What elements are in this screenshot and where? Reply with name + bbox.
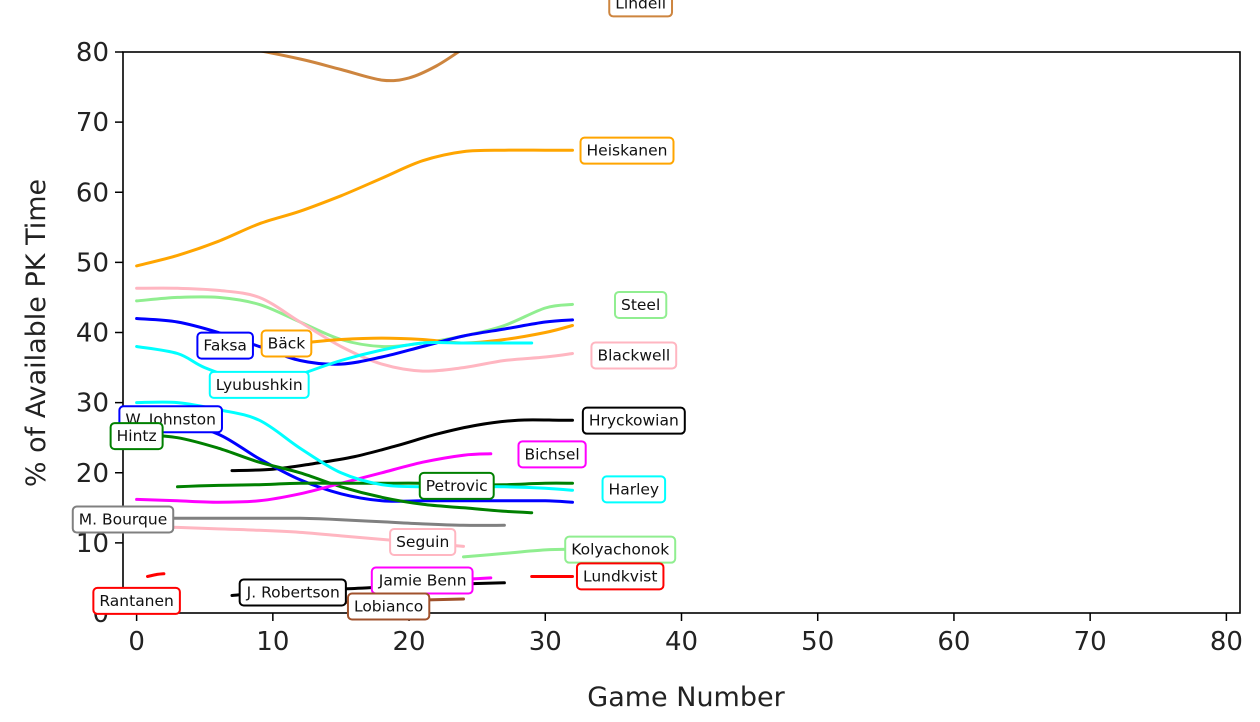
series-label-box-lundkvist bbox=[575, 562, 665, 591]
series-label-box-petrovic bbox=[418, 471, 495, 500]
series-label-box-lyubushkin bbox=[208, 370, 310, 399]
series-label-heiskanen: Heiskanen bbox=[579, 136, 675, 165]
series-label-text-jamie-benn: Jamie Benn bbox=[378, 572, 467, 590]
series-label-box-faksa bbox=[196, 331, 254, 360]
x-tick-label-80: 80 bbox=[1210, 627, 1243, 657]
series-label-box-j-robertson bbox=[238, 578, 347, 607]
series-label-text-harley: Harley bbox=[609, 480, 660, 498]
series-label-steel: Steel bbox=[613, 290, 668, 319]
series-line-heiskanen bbox=[135, 148, 574, 268]
x-tick-label-70: 70 bbox=[1074, 627, 1107, 657]
y-axis-title: % of Available PK Time bbox=[21, 179, 52, 487]
series-line-m-bourque bbox=[135, 516, 506, 527]
axis-ticks: 0102030405060708001020304050607080 bbox=[76, 38, 1243, 657]
series-label-box-seguin bbox=[389, 527, 457, 556]
series-label-box-hryckowian bbox=[581, 406, 686, 435]
series-label-harley: Harley bbox=[601, 475, 667, 504]
series-label-faksa: Faksa bbox=[196, 331, 254, 360]
y-tick-label-20: 20 bbox=[76, 459, 109, 489]
series-label-text-lobianco: Lobianco bbox=[354, 597, 423, 615]
series-label-rantanen: Rantanen bbox=[92, 586, 181, 615]
series-label-box-lindell bbox=[608, 0, 674, 18]
series-label-text-faksa: Faksa bbox=[203, 337, 247, 355]
series-label-hintz: Hintz bbox=[109, 422, 164, 451]
series-label-j-robertson: J. Robertson bbox=[238, 578, 347, 607]
series-lines bbox=[135, 52, 574, 604]
series-line-faksa bbox=[135, 317, 574, 366]
series-label-bichsel: Bichsel bbox=[517, 440, 587, 469]
series-line-lyubushkin bbox=[135, 341, 534, 387]
series-label-text-hryckowian: Hryckowian bbox=[589, 412, 679, 430]
y-tick-label-30: 30 bbox=[76, 389, 109, 419]
series-label-box-heiskanen bbox=[579, 136, 675, 165]
x-tick-label-20: 20 bbox=[393, 627, 426, 657]
series-label-text-heiskanen: Heiskanen bbox=[587, 142, 668, 160]
series-line-kolyachonok bbox=[462, 547, 574, 559]
series-label-text-kolyachonok: Kolyachonok bbox=[571, 541, 669, 559]
series-line-hryckowian bbox=[230, 418, 574, 473]
series-label-text-steel: Steel bbox=[621, 296, 660, 314]
series-label-seguin: Seguin bbox=[389, 527, 457, 556]
y-tick-label-80: 80 bbox=[76, 38, 109, 68]
series-label-lundkvist: Lundkvist bbox=[575, 562, 665, 591]
series-label-box-steel bbox=[613, 290, 668, 319]
series-label-text-back: Bäck bbox=[268, 335, 306, 353]
series-label-text-rantanen: Rantanen bbox=[99, 592, 174, 610]
series-label-box-hintz bbox=[109, 422, 164, 451]
series-label-lobianco: Lobianco bbox=[346, 592, 431, 621]
series-label-text-lundkvist: Lundkvist bbox=[583, 567, 657, 585]
series-label-text-blackwell: Blackwell bbox=[597, 346, 670, 364]
x-tick-label-60: 60 bbox=[937, 627, 970, 657]
series-label-lyubushkin: Lyubushkin bbox=[208, 370, 310, 399]
series-label-back: Bäck bbox=[260, 329, 313, 358]
series-line-bichsel bbox=[135, 452, 493, 504]
series-label-box-m-bourque bbox=[71, 505, 175, 534]
series-label-kolyachonok: Kolyachonok bbox=[564, 535, 677, 564]
series-label-text-m-bourque: M. Bourque bbox=[79, 511, 167, 529]
series-label-box-lobianco bbox=[346, 592, 431, 621]
series-label-hryckowian: Hryckowian bbox=[581, 406, 686, 435]
series-line-hintz bbox=[135, 432, 534, 515]
series-label-text-hintz: Hintz bbox=[117, 427, 157, 445]
series-line-steel bbox=[135, 295, 574, 349]
series-label-text-bichsel: Bichsel bbox=[524, 445, 579, 463]
y-tick-label-40: 40 bbox=[76, 319, 109, 349]
x-tick-label-50: 50 bbox=[801, 627, 834, 657]
series-labels: Lindell Heiskanen Steel Blackwell Bäck Faksa L… bbox=[71, 0, 686, 621]
series-label-text-petrovic: Petrovic bbox=[426, 477, 488, 495]
x-tick-label-40: 40 bbox=[665, 627, 698, 657]
series-label-petrovic: Petrovic bbox=[418, 471, 495, 500]
series-label-text-j-robertson: J. Robertson bbox=[246, 583, 340, 601]
series-label-box-bichsel bbox=[517, 440, 587, 469]
x-tick-label-10: 10 bbox=[256, 627, 289, 657]
y-tick-label-60: 60 bbox=[76, 178, 109, 208]
x-tick-label-30: 30 bbox=[529, 627, 562, 657]
series-label-box-blackwell bbox=[590, 341, 678, 370]
series-label-box-back bbox=[260, 329, 313, 358]
series-label-text-seguin: Seguin bbox=[396, 533, 449, 551]
series-label-jamie-benn: Jamie Benn bbox=[370, 566, 474, 595]
series-label-blackwell: Blackwell bbox=[590, 341, 678, 370]
series-label-box-harley bbox=[601, 475, 667, 504]
x-tick-label-0: 0 bbox=[128, 627, 145, 657]
series-label-text-lyubushkin: Lyubushkin bbox=[216, 376, 303, 394]
y-tick-label-70: 70 bbox=[76, 108, 109, 138]
series-line-rantanen bbox=[146, 572, 166, 578]
series-line-lindell bbox=[257, 52, 461, 83]
series-label-text-lindell: Lindell bbox=[615, 0, 666, 12]
x-axis-title: Game Number bbox=[587, 682, 785, 713]
y-tick-label-10: 10 bbox=[76, 529, 109, 559]
series-label-lindell: Lindell bbox=[608, 0, 674, 18]
series-label-m-bourque: M. Bourque bbox=[71, 505, 175, 534]
series-label-box-rantanen bbox=[92, 586, 181, 615]
y-tick-label-50: 50 bbox=[76, 248, 109, 278]
